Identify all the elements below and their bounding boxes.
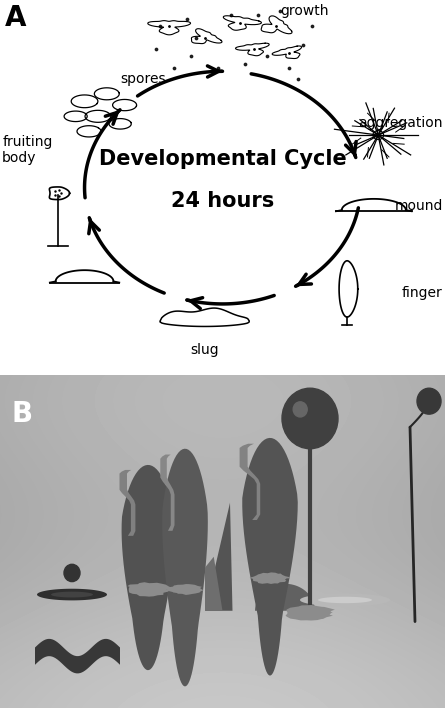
Polygon shape [239,444,260,520]
Text: A: A [4,4,26,32]
Polygon shape [37,589,107,600]
Text: spores: spores [120,72,166,86]
Point [228,9,235,21]
Text: finger: finger [402,286,443,299]
Text: mound: mound [394,200,443,213]
Point [152,43,159,55]
Text: Developmental Cycle: Developmental Cycle [99,149,346,169]
Text: slug: slug [190,343,219,358]
Text: growth: growth [280,4,329,18]
Polygon shape [160,455,174,531]
Point [286,62,293,73]
Polygon shape [35,639,120,673]
Polygon shape [127,582,172,597]
Polygon shape [300,593,390,607]
Polygon shape [167,584,203,595]
Polygon shape [318,597,372,603]
Polygon shape [255,584,315,611]
Text: 24 hours: 24 hours [171,190,274,211]
Text: aggregation: aggregation [358,116,443,130]
Polygon shape [162,449,208,686]
Circle shape [417,388,441,414]
Point [157,21,164,32]
Point [241,58,248,69]
Point [188,51,195,62]
Polygon shape [121,465,174,670]
Polygon shape [250,572,290,584]
Text: B: B [12,400,33,428]
Polygon shape [51,592,93,598]
Circle shape [293,402,307,417]
Point [170,62,177,73]
Point [192,32,199,43]
Point [263,51,271,62]
Polygon shape [205,556,222,611]
Polygon shape [120,470,135,536]
Polygon shape [242,438,298,675]
Polygon shape [286,605,335,620]
Point [308,21,315,32]
Point [277,6,284,17]
Circle shape [282,388,338,449]
Point [214,62,222,73]
Text: fruiting
body: fruiting body [2,135,53,165]
Point [255,9,262,21]
Polygon shape [205,503,232,611]
Point [299,40,306,51]
Circle shape [64,564,80,581]
Point [295,73,302,84]
Point [183,13,190,24]
